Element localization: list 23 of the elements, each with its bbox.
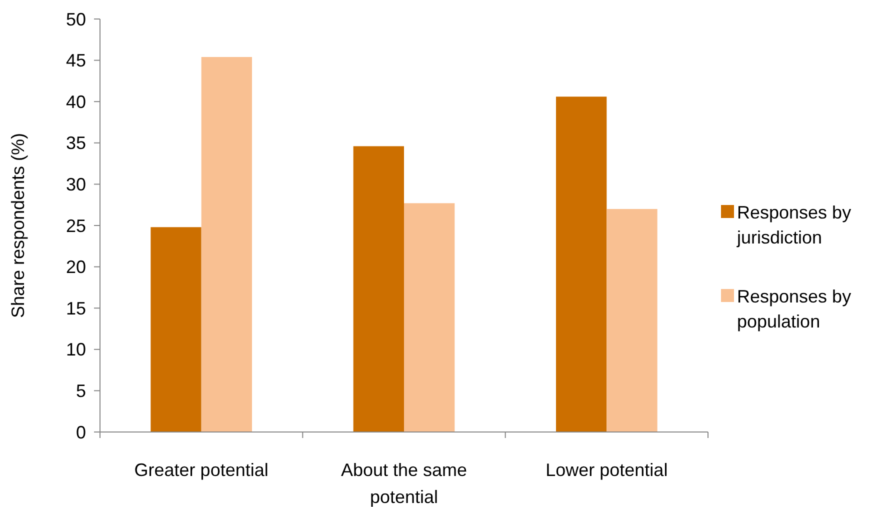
y-tick-label: 15 (66, 298, 86, 318)
y-tick-label: 10 (66, 340, 86, 360)
bar (201, 56, 252, 432)
y-tick-label: 20 (66, 257, 86, 278)
bar (556, 96, 607, 432)
y-tick-label: 30 (66, 174, 86, 194)
legend-label: Responses by jurisdiction (736, 202, 852, 248)
bar (353, 146, 404, 432)
x-tick-label: Lower potential (546, 460, 668, 480)
y-tick-label: 45 (66, 50, 86, 71)
y-tick-label: 25 (66, 216, 86, 236)
legend-label: Responses by population (737, 286, 852, 332)
y-tick-label: 5 (76, 381, 86, 401)
y-tick-label: 35 (66, 133, 86, 154)
y-tick-label: 50 (66, 9, 86, 30)
y-axis-title: Share respondents (%) (8, 132, 28, 318)
x-tick-label: Greater potential (134, 460, 268, 480)
y-tick-label: 40 (66, 92, 86, 112)
bar (606, 208, 658, 432)
x-tick-label: About the same potential (340, 460, 468, 507)
bar (404, 203, 455, 432)
y-tick-label: 0 (76, 422, 86, 442)
bar (150, 227, 202, 432)
